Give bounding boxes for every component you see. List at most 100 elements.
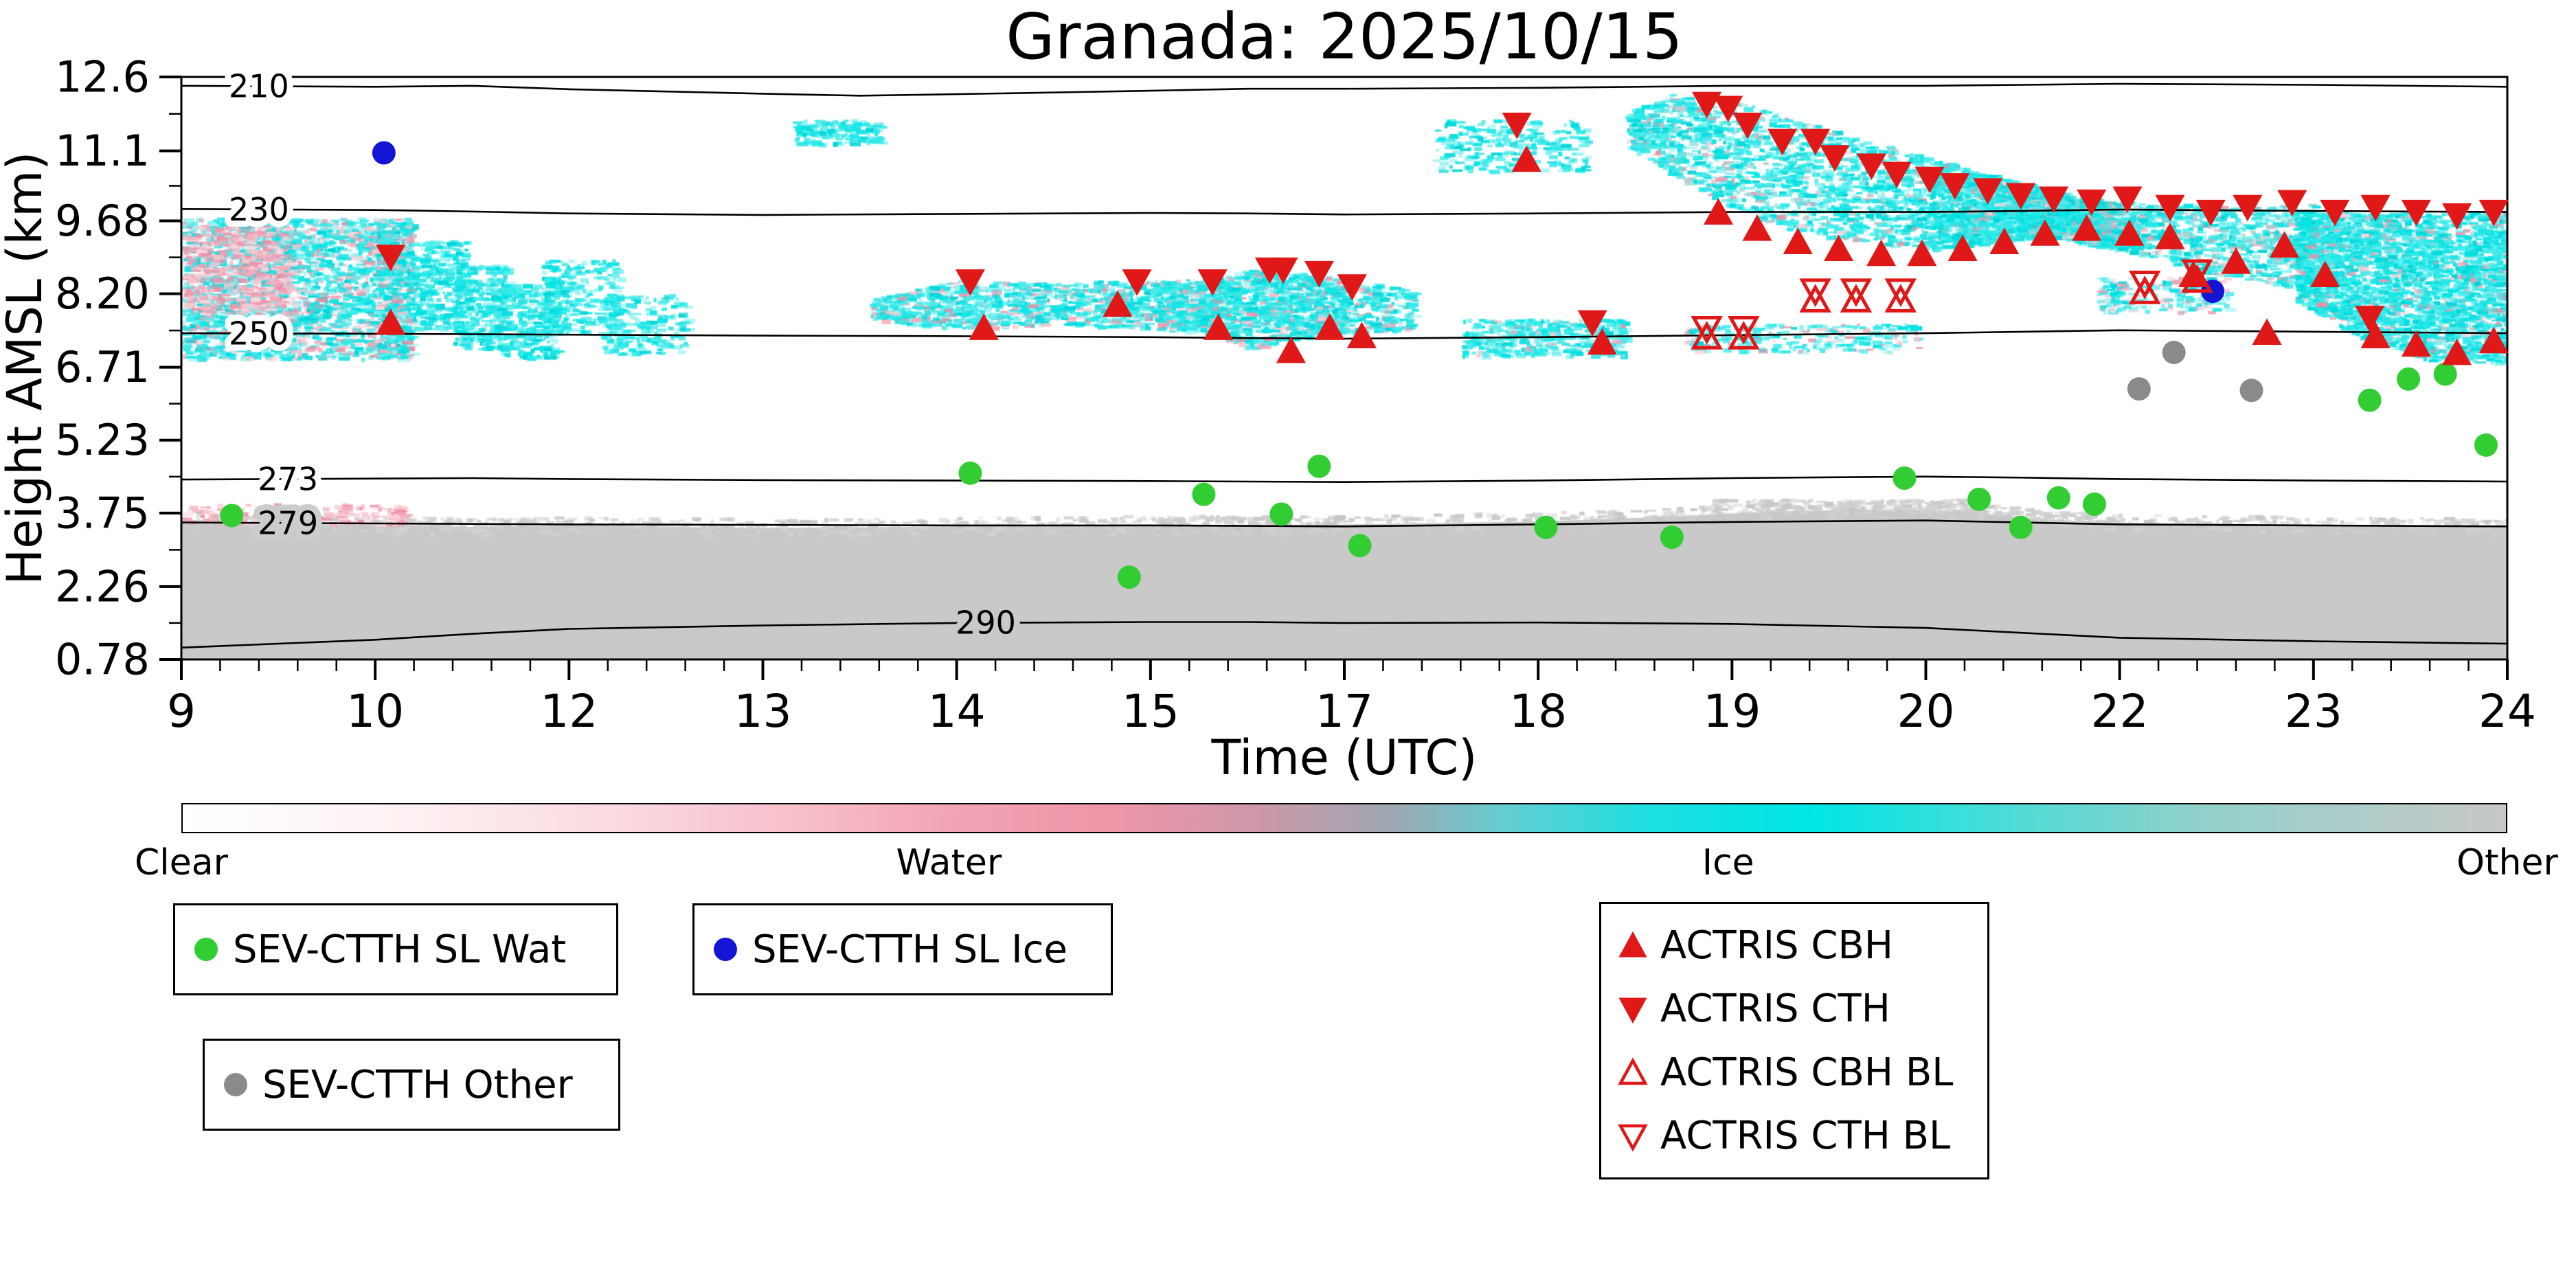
sev-ctth-sl-wat-point — [2397, 367, 2421, 391]
isotherm-line-250 — [181, 329, 2508, 340]
actris-cth-point — [376, 245, 406, 271]
actris-cth-point — [1732, 112, 1763, 139]
isotherm-label-230: 230 — [229, 191, 289, 228]
sev-ctth-other-point — [2127, 377, 2151, 401]
green-dot-marker — [194, 938, 218, 961]
isotherm-line-290 — [181, 621, 2508, 649]
actris-cbh-point — [1511, 145, 1541, 172]
actris-cbh-bl-point — [1884, 284, 1917, 313]
actris-cbh-point — [1823, 234, 1854, 262]
actris-cbh-point — [2269, 231, 2300, 258]
actris-cth-bl-point — [1884, 278, 1917, 308]
actris-cbh-point — [376, 308, 406, 335]
actris-cbh-bl-point — [1691, 321, 1723, 350]
actris-cbh-point — [1587, 328, 1617, 355]
actris-cbh-point — [1866, 239, 1897, 267]
x-tick-label: 18 — [1509, 685, 1567, 738]
actris-cbh-bl-point — [1728, 321, 1760, 350]
isotherm-label-250: 250 — [229, 315, 289, 352]
actris-cth-bl-point — [1799, 278, 1831, 308]
actris-cth-point — [1692, 91, 1722, 119]
legend-actris-cth-row: ACTRIS CTH — [1618, 986, 1987, 1031]
actris-cbh-point — [1947, 234, 1978, 262]
actris-cth-point — [2277, 190, 2307, 217]
actris-cth-point — [1122, 269, 1152, 296]
isotherm-line-279 — [181, 519, 2508, 528]
y-tick-label: 9.68 — [55, 196, 150, 246]
actris-cth-point — [1337, 274, 1367, 301]
sev-ctth-sl-wat-point — [1893, 466, 1917, 490]
sev-ctth-sl-wat-point — [1534, 515, 1558, 539]
legend-actris-cbh-bl-label: ACTRIS CBH BL — [1660, 1050, 1954, 1095]
actris-cbh-point — [1907, 239, 1937, 267]
actris-cbh-point — [2155, 223, 2185, 249]
colorbar-label-ice: Ice — [1702, 842, 1754, 883]
y-tick-label: 3.75 — [55, 488, 150, 538]
x-tick-label: 12 — [540, 685, 598, 738]
actris-cth-point — [1577, 310, 1607, 337]
y-tick-label: 5.23 — [55, 415, 150, 465]
actris-cth-bl-point — [2181, 259, 2213, 289]
actris-cbh-point — [2072, 214, 2102, 241]
actris-cbh-bl-point — [2181, 264, 2213, 293]
legend-sl-wat-label: SEV-CTTH SL Wat — [233, 927, 567, 972]
actris-cbh-point — [2114, 219, 2145, 246]
actris-cth-point — [2112, 186, 2143, 214]
actris-cth-point — [2006, 183, 2036, 210]
actris-cth-point — [1800, 128, 1831, 156]
actris-cth-point — [1856, 153, 1887, 181]
actris-cbh-point — [1204, 313, 1234, 340]
actris-cbh-point — [1989, 227, 2020, 254]
y-tick-label: 2.26 — [55, 561, 150, 611]
actris-cth-point — [1820, 145, 1850, 172]
y-tick-label: 8.20 — [55, 269, 150, 319]
x-tick-label: 15 — [1122, 685, 1179, 738]
sev-ctth-sl-wat-point — [1117, 565, 1141, 589]
colorbar-label-clear: Clear — [135, 842, 228, 883]
actris-cth-point — [1268, 257, 1298, 284]
actris-cth-bl-point — [2129, 270, 2161, 300]
actris-cbh-point — [969, 313, 999, 340]
actris-cth-point — [2195, 199, 2226, 227]
sev-ctth-other-point — [2239, 379, 2263, 403]
actris-cth-point — [2233, 194, 2263, 222]
sev-ctth-other-point — [2162, 341, 2186, 365]
sev-ctth-sl-wat-point — [220, 504, 244, 528]
x-tick-label: 19 — [1703, 685, 1761, 738]
actris-cth-point — [2360, 194, 2391, 222]
actris-cth-point — [2320, 199, 2350, 227]
actris-cbh-point — [2310, 260, 2340, 288]
y-tick-label: 0.78 — [55, 635, 150, 685]
legend-sev-ctth-sl-ice: SEV-CTTH SL Ice — [692, 903, 1113, 995]
x-tick-label: 10 — [346, 685, 404, 738]
actris-cbh-point — [2442, 338, 2472, 365]
actris-cth-point — [2039, 186, 2069, 214]
actris-cth-point — [1973, 178, 2003, 205]
actris-cth-point — [2401, 199, 2431, 227]
actris-cth-bl-point — [1691, 315, 1723, 345]
actris-cth-point — [1304, 260, 1334, 288]
x-tick-label: 17 — [1315, 685, 1373, 738]
class-colorbar — [181, 803, 2507, 833]
actris-cbh-bl-point — [1840, 284, 1873, 313]
actris-cth-point — [1940, 173, 1970, 200]
legend-actris-cth-label: ACTRIS CTH — [1660, 986, 1890, 1032]
actris-cth-point — [1767, 128, 1798, 156]
legend-actris: ACTRIS CBH ACTRIS CTH ACTRIS CBH BL ACTR… — [1599, 902, 1989, 1179]
actris-cth-point — [1502, 112, 1532, 139]
actris-cbh-point — [2478, 326, 2509, 354]
actris-cbh-point — [2030, 219, 2060, 246]
x-tick-label: 13 — [734, 685, 792, 738]
triangle-down-filled-icon — [1618, 997, 1647, 1024]
sev-ctth-sl-wat-point — [1660, 526, 1684, 550]
actris-cbh-point — [2401, 330, 2431, 357]
actris-cbh-point — [1704, 198, 1734, 225]
actris-cth-point — [1882, 161, 1912, 189]
legend-actris-cth-bl-label: ACTRIS CTH BL — [1660, 1114, 1951, 1159]
legend-other-label: SEV-CTTH Other — [262, 1062, 573, 1107]
sev-ctth-sl-wat-point — [1348, 534, 1372, 558]
actris-cbh-point — [1783, 227, 1813, 254]
actris-cbh-bl-point — [1799, 284, 1831, 313]
sev-ctth-sl-ice-point — [372, 141, 396, 165]
x-tick-label: 20 — [1897, 685, 1955, 738]
